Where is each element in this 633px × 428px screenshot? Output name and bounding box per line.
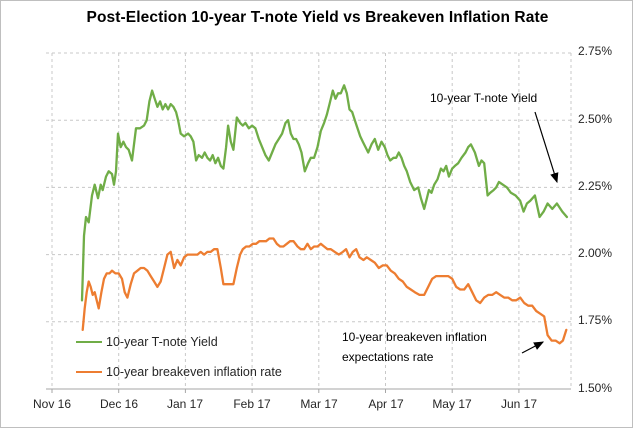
x-tick-label: Mar 17 xyxy=(300,397,338,411)
x-tick-label: Jan 17 xyxy=(166,397,204,411)
annotation-breakeven: 10-year breakeven inflation expectations… xyxy=(342,327,487,367)
y-tick-label: 2.50% xyxy=(578,112,613,126)
legend-item-breakeven: 10-year breakeven inflation rate xyxy=(76,365,282,379)
annotation-breakeven-line1: 10-year breakeven inflation xyxy=(342,330,487,344)
legend-swatch-breakeven xyxy=(76,370,102,374)
legend-swatch-tnote xyxy=(76,340,102,344)
x-tick-label: May 17 xyxy=(432,397,472,411)
y-tick-label: 2.75% xyxy=(578,44,613,58)
y-tick-label: 1.50% xyxy=(578,381,613,395)
legend-label-breakeven: 10-year breakeven inflation rate xyxy=(106,365,282,379)
x-tick-label: Jun 17 xyxy=(500,397,538,411)
breakeven-inflation-line xyxy=(81,237,568,345)
annotation-tnote-yield: 10-year T-note Yield xyxy=(430,91,538,105)
data-series xyxy=(80,84,569,345)
y-tick-label: 2.25% xyxy=(578,179,613,193)
legend-label-tnote: 10-year T-note Yield xyxy=(106,335,218,349)
annotation-breakeven-line2: expectations rate xyxy=(342,350,434,364)
tnote-yield-line xyxy=(80,84,569,302)
x-tick-label: Apr 17 xyxy=(368,397,404,411)
gridlines xyxy=(46,52,572,389)
y-tick-label: 1.75% xyxy=(578,313,613,327)
chart-title: Post-Election 10-year T-note Yield vs Br… xyxy=(86,9,549,26)
annotation-arrow-tnote xyxy=(534,111,559,184)
legend-item-tnote: 10-year T-note Yield xyxy=(76,335,218,349)
annotation-arrow-breakeven xyxy=(521,341,545,354)
x-tick-label: Nov 16 xyxy=(32,397,72,411)
x-tick-label: Feb 17 xyxy=(233,397,271,411)
x-tick-label: Dec 16 xyxy=(99,397,139,411)
y-tick-label: 2.00% xyxy=(578,246,613,260)
x-axis-line xyxy=(46,388,571,393)
